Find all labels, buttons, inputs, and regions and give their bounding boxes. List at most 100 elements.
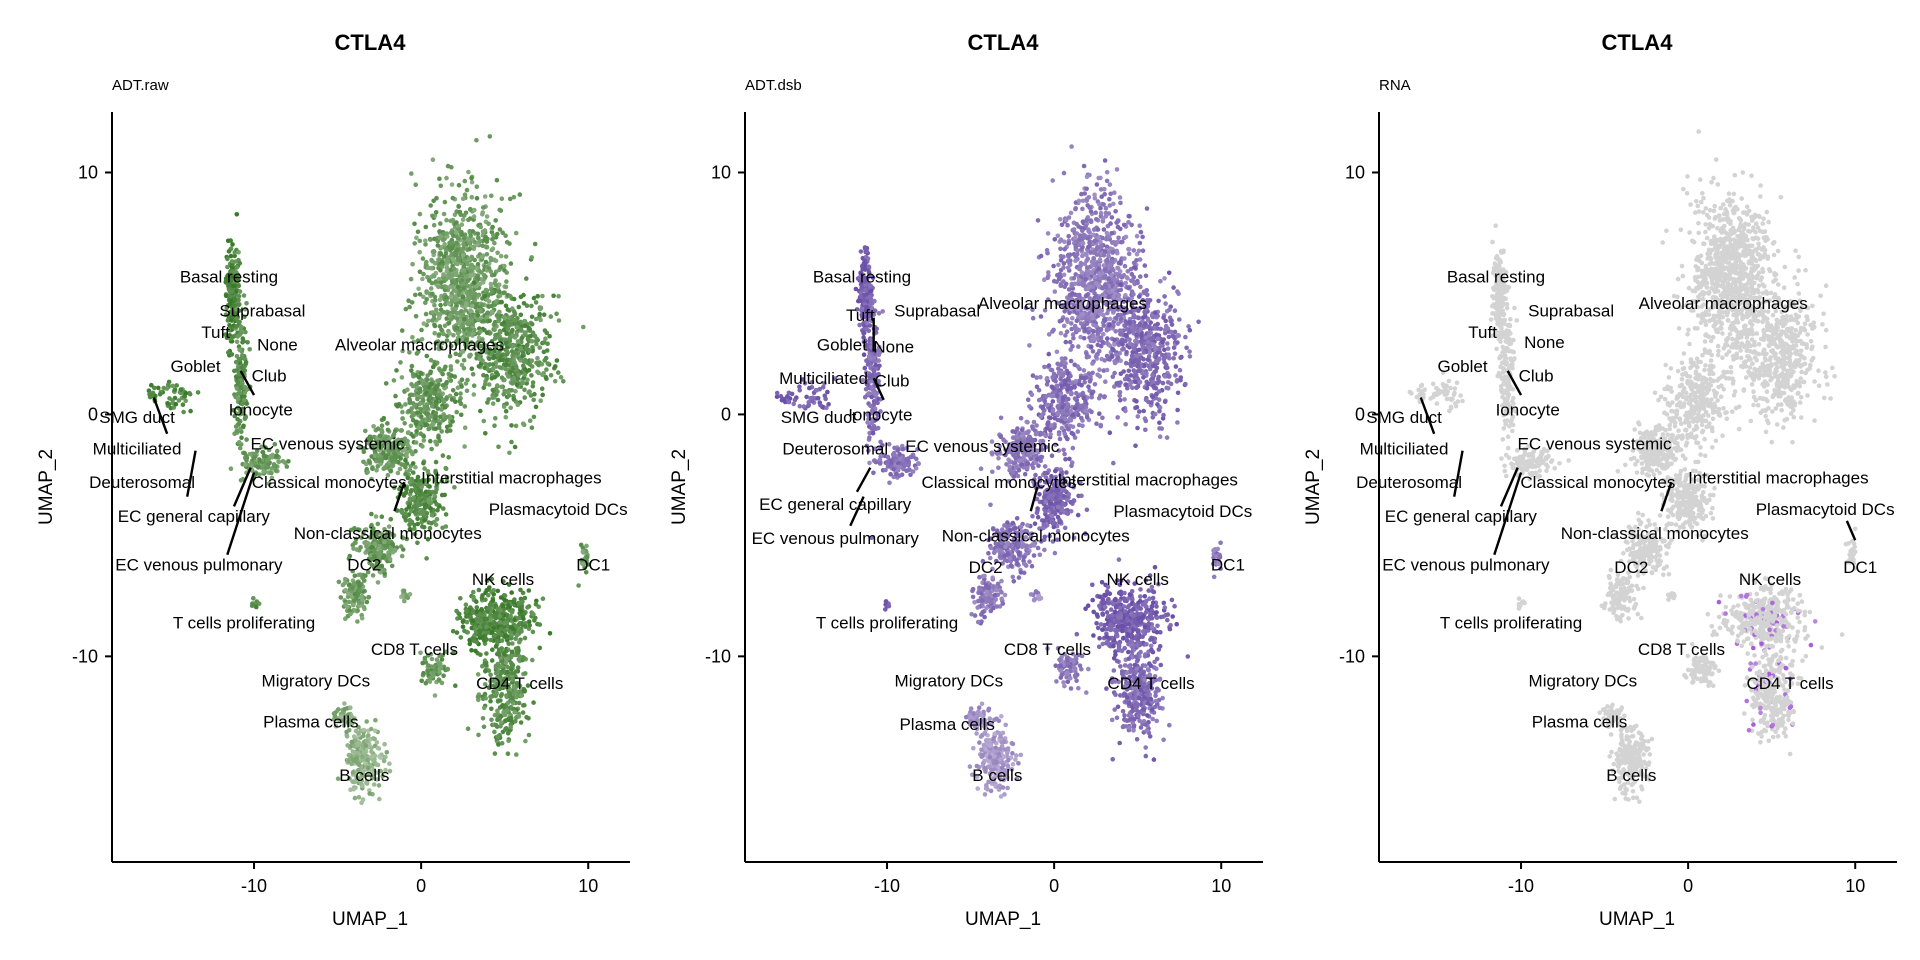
cell-point bbox=[506, 717, 511, 723]
cell-point bbox=[375, 745, 381, 751]
cell-point bbox=[419, 327, 424, 333]
cell-point bbox=[464, 613, 470, 618]
cell-point bbox=[437, 297, 443, 303]
cell-point bbox=[233, 324, 239, 329]
cell-point bbox=[529, 339, 535, 344]
cell-point bbox=[1097, 367, 1102, 373]
cell-point bbox=[239, 435, 244, 441]
cell-point bbox=[450, 628, 456, 634]
cell-point bbox=[254, 599, 260, 604]
cell-point bbox=[500, 603, 506, 609]
cell-point bbox=[518, 327, 524, 332]
cell-point bbox=[483, 287, 489, 293]
cell-point bbox=[417, 211, 423, 217]
cell-point bbox=[1064, 329, 1070, 335]
cell-point bbox=[507, 342, 512, 347]
cell-point bbox=[407, 392, 413, 398]
cell-point bbox=[1080, 206, 1085, 212]
cell-point bbox=[1069, 144, 1074, 149]
cell-point bbox=[454, 240, 460, 246]
cell-point bbox=[1142, 263, 1148, 268]
cell-point bbox=[1084, 265, 1090, 270]
cell-point bbox=[528, 333, 533, 339]
cell-point bbox=[501, 392, 507, 397]
cell-point bbox=[475, 312, 481, 318]
cell-point bbox=[491, 322, 497, 327]
cell-point bbox=[547, 631, 553, 636]
cell-point bbox=[429, 512, 435, 518]
cell-point bbox=[509, 423, 514, 428]
cell-point bbox=[370, 466, 375, 472]
cell-point bbox=[532, 391, 537, 397]
cell-point bbox=[1058, 282, 1063, 288]
cell-point bbox=[455, 284, 461, 290]
cell-type-label: Classical monocytes bbox=[252, 473, 407, 492]
cell-point bbox=[1091, 255, 1096, 261]
cell-point bbox=[1094, 217, 1099, 222]
cell-point bbox=[463, 303, 469, 308]
cell-point bbox=[243, 360, 249, 365]
cell-point bbox=[183, 391, 189, 396]
cell-point bbox=[540, 293, 545, 299]
cell-point bbox=[430, 364, 436, 370]
cell-point bbox=[433, 210, 439, 215]
cell-point bbox=[486, 397, 491, 402]
cell-point bbox=[531, 295, 537, 301]
cell-point bbox=[474, 605, 480, 610]
cell-point bbox=[1101, 263, 1107, 268]
cell-point bbox=[405, 442, 410, 447]
cell-point bbox=[274, 453, 280, 458]
cell-point bbox=[432, 298, 438, 303]
cell-point bbox=[463, 308, 469, 313]
cell-point bbox=[486, 606, 491, 611]
cell-point bbox=[463, 602, 469, 607]
cell-point bbox=[428, 286, 434, 291]
cell-point bbox=[420, 660, 426, 666]
cell-type-label: Multiciliated bbox=[93, 439, 182, 458]
cell-point bbox=[458, 247, 464, 252]
cell-point bbox=[401, 493, 407, 498]
cell-point bbox=[400, 593, 406, 598]
cell-point bbox=[512, 709, 517, 715]
cell-point bbox=[455, 255, 461, 261]
cell-point bbox=[469, 175, 474, 181]
cell-point bbox=[241, 338, 246, 344]
cell-point bbox=[1097, 374, 1103, 379]
cell-point bbox=[509, 632, 514, 637]
cell-point bbox=[1085, 235, 1091, 241]
cell-point bbox=[356, 600, 362, 605]
cell-point bbox=[1098, 240, 1103, 245]
cell-point bbox=[518, 346, 523, 351]
cell-point bbox=[484, 314, 490, 320]
cell-point bbox=[388, 546, 393, 552]
cell-point bbox=[456, 320, 462, 326]
cell-point bbox=[174, 383, 179, 388]
cell-point bbox=[540, 596, 546, 601]
cell-point bbox=[1096, 235, 1101, 240]
cell-point bbox=[466, 332, 472, 337]
cell-point bbox=[439, 429, 445, 434]
cell-point bbox=[1111, 240, 1116, 245]
cell-point bbox=[468, 233, 474, 238]
cell-point bbox=[1066, 254, 1071, 259]
y-tick-label: -10 bbox=[72, 646, 98, 666]
cell-point bbox=[440, 453, 446, 458]
cell-point bbox=[390, 463, 396, 469]
cell-type-label: Alveolar macrophages bbox=[335, 335, 504, 354]
cell-point bbox=[490, 401, 496, 406]
cell-point bbox=[1122, 256, 1127, 261]
cell-point bbox=[432, 693, 438, 698]
cell-type-label: EC general capillary bbox=[118, 507, 271, 526]
cell-point bbox=[243, 329, 248, 335]
cell-point bbox=[443, 294, 449, 300]
cell-point bbox=[435, 243, 441, 248]
cell-point bbox=[483, 259, 489, 265]
cell-point bbox=[1096, 266, 1102, 272]
cell-point bbox=[445, 255, 451, 261]
cell-point bbox=[149, 382, 154, 388]
cell-point bbox=[494, 364, 499, 369]
cell-point bbox=[1101, 323, 1107, 328]
cell-point bbox=[540, 372, 545, 378]
cell-point bbox=[430, 310, 435, 315]
cell-point bbox=[433, 459, 439, 465]
